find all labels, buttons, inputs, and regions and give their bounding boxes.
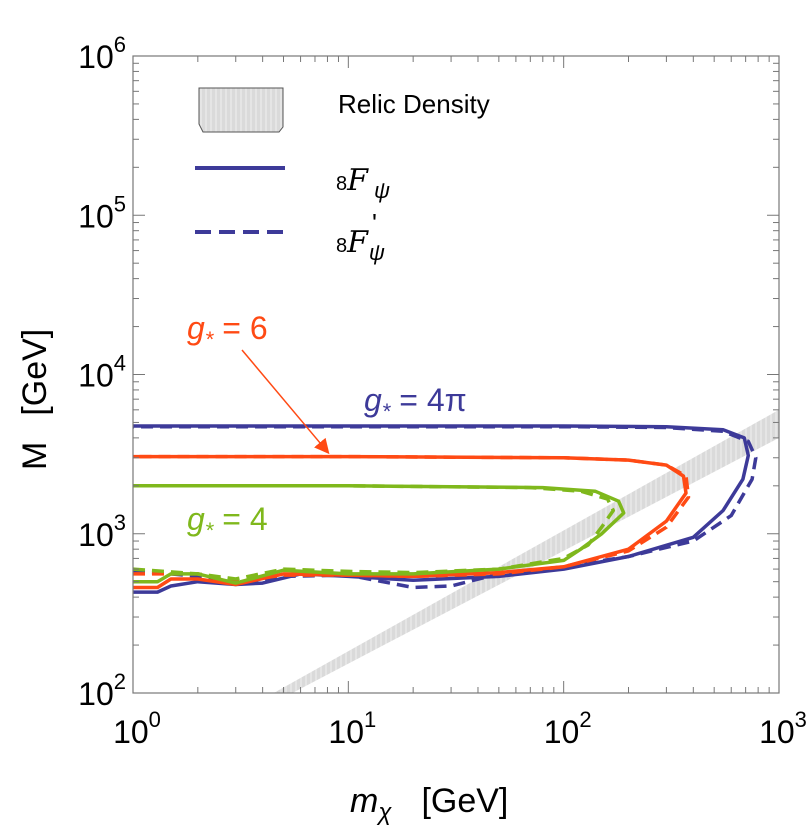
y-tick-label: 105 bbox=[78, 191, 126, 234]
legend-relic-label: Relic Density bbox=[338, 89, 490, 119]
y-axis-label: M[GeV] bbox=[16, 329, 54, 470]
x-tick-label: 101 bbox=[328, 707, 376, 750]
relic-density-band bbox=[273, 409, 779, 693]
annotation-arrow bbox=[241, 349, 330, 455]
annotation-gstar-4: g* = 4 bbox=[187, 501, 268, 543]
annotation-gstar-4pi: g* = 4π bbox=[364, 382, 467, 424]
series-line-5 bbox=[133, 484, 616, 581]
series-line-2 bbox=[133, 454, 688, 590]
legend-solid-label: 8F ψ bbox=[336, 163, 390, 203]
legend: Relic Density 8F ψ 8F' ψ bbox=[195, 87, 490, 265]
y-tick-labels: 102 103 104 105 106 bbox=[78, 32, 126, 712]
x-tick-label: 100 bbox=[113, 707, 161, 750]
series-line-3 bbox=[133, 454, 691, 584]
plot-area bbox=[132, 55, 780, 694]
annotation-gstar-6: g* = 6 bbox=[187, 310, 268, 352]
y-tick-label: 106 bbox=[78, 32, 126, 75]
y-tick-label: 102 bbox=[78, 669, 126, 712]
series-layer bbox=[133, 424, 758, 594]
x-tick-label: 103 bbox=[759, 707, 807, 750]
y-tick-label: 103 bbox=[78, 510, 126, 553]
legend-dashed-label: 8F' ψ bbox=[336, 208, 385, 265]
x-tick-labels: 100 101 102 103 bbox=[113, 707, 807, 750]
y-tick-label: 104 bbox=[78, 351, 126, 394]
annotations: g* = 6 g* = 4π g* = 4 bbox=[187, 310, 467, 543]
x-axis-label: mχ [GeV] bbox=[350, 782, 508, 826]
axis-ticks bbox=[132, 56, 779, 694]
legend-relic-swatch bbox=[198, 87, 284, 133]
x-tick-label: 102 bbox=[544, 707, 592, 750]
